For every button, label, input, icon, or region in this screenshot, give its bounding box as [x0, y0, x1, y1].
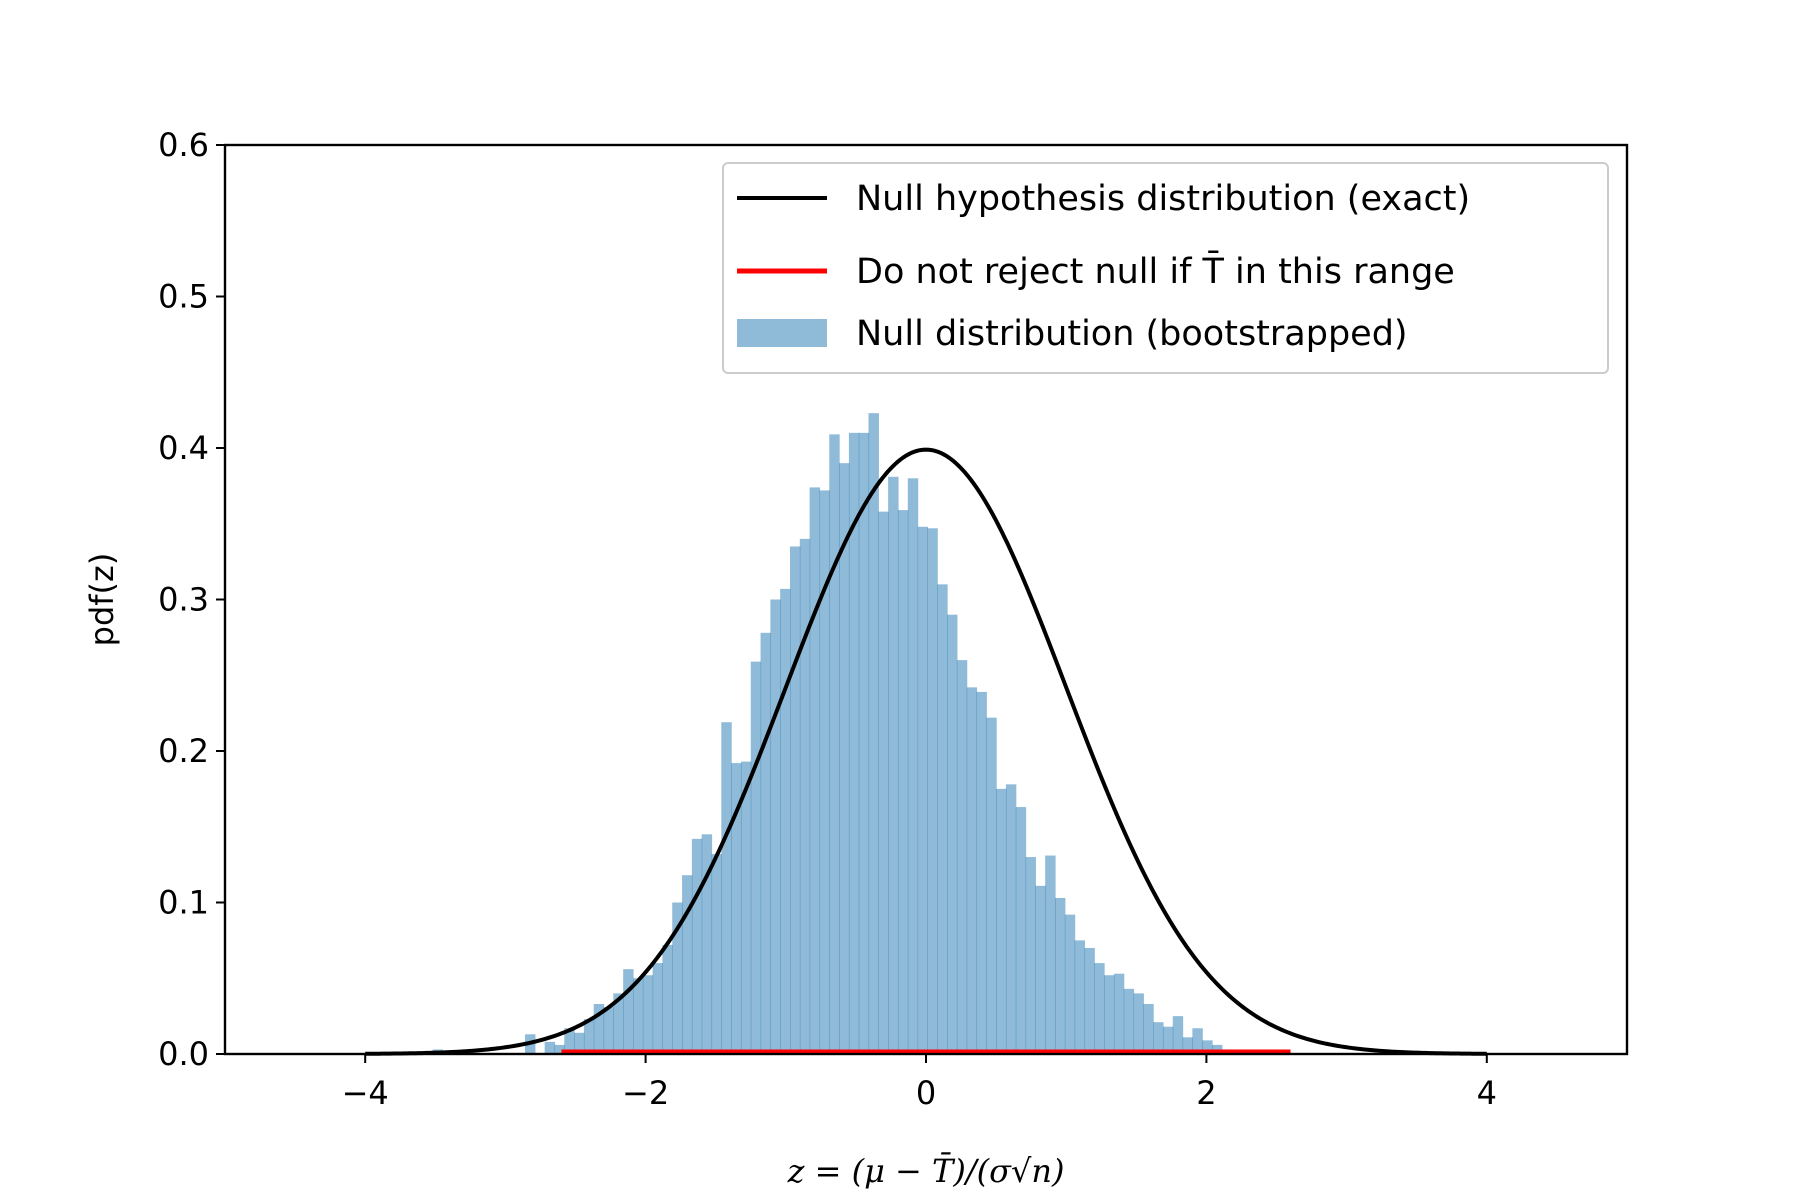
histogram-bar — [731, 763, 742, 1054]
legend-swatch-bootstrapped — [737, 319, 827, 347]
histogram-bar — [554, 1044, 565, 1054]
histogram-bar — [1172, 1016, 1184, 1054]
histogram-bar — [780, 588, 791, 1054]
histogram-bar — [603, 1007, 614, 1054]
histogram-bar — [1005, 784, 1017, 1054]
histogram-bar — [574, 1032, 585, 1054]
histogram-bar — [1133, 993, 1144, 1054]
x-tick-label: −2 — [622, 1074, 669, 1112]
histogram-bar — [858, 432, 870, 1055]
histogram-bar — [1094, 963, 1105, 1054]
histogram-bar — [1113, 973, 1125, 1054]
histogram-bar — [966, 687, 978, 1054]
histogram-bar — [652, 963, 664, 1054]
histogram-bar — [1025, 857, 1036, 1054]
histogram-bar — [907, 478, 919, 1054]
x-tick-label: 4 — [1477, 1074, 1497, 1112]
histogram-bar — [937, 584, 948, 1054]
histogram-bar — [1015, 807, 1027, 1054]
histogram-bar — [878, 511, 889, 1054]
histogram-bar — [1045, 855, 1056, 1054]
legend-label-range: Do not reject null if T̄ in this range — [856, 250, 1455, 292]
histogram-bar — [770, 599, 781, 1054]
legend-label-bootstrapped: Null distribution (bootstrapped) — [856, 314, 1408, 354]
histogram-bar — [1074, 940, 1086, 1054]
histogram-bar — [623, 969, 634, 1054]
histogram-bar — [760, 632, 771, 1054]
histogram-bar — [888, 476, 899, 1054]
histogram-bars — [432, 413, 1252, 1055]
histogram-bar — [711, 854, 722, 1054]
legend: Null hypothesis distribution (exact) Do … — [722, 162, 1609, 374]
histogram-bar — [829, 434, 840, 1054]
histogram-bar — [917, 526, 929, 1054]
histogram-bar — [1084, 947, 1095, 1054]
histogram-bar — [662, 944, 673, 1054]
legend-label-exact: Null hypothesis distribution (exact) — [856, 179, 1470, 219]
y-tick-label: 0.3 — [158, 581, 209, 619]
exact-null-pdf-curve — [365, 447, 1487, 1056]
histogram-bar — [593, 1004, 605, 1054]
histogram-bar — [632, 978, 644, 1054]
histogram-bar — [1153, 1022, 1164, 1054]
histogram-bar — [947, 614, 958, 1054]
histogram-bar — [1064, 914, 1076, 1054]
histogram-bar — [976, 691, 987, 1054]
x-tick-label: 2 — [1196, 1074, 1216, 1112]
y-tick-label: 0.0 — [158, 1035, 209, 1073]
histogram-bar — [956, 660, 968, 1054]
histogram-bar — [1182, 1037, 1193, 1054]
histogram-bar — [691, 838, 703, 1054]
histogram-bar — [1143, 1004, 1154, 1054]
y-tick-label: 0.4 — [158, 429, 209, 467]
y-tick-label: 0.2 — [158, 732, 209, 770]
histogram-bar — [544, 1041, 556, 1054]
histogram-bar — [701, 834, 713, 1054]
y-axis-label: pdf(z) — [83, 553, 121, 647]
histogram-bar — [790, 546, 801, 1054]
histogram-bar — [583, 1019, 595, 1054]
x-axis-ticks: −4 −2 0 2 4 — [342, 1054, 1497, 1112]
legend-box — [722, 162, 1609, 374]
histogram-bar — [809, 487, 821, 1054]
histogram-bar — [799, 538, 811, 1054]
x-tick-label: 0 — [916, 1074, 936, 1112]
histogram-bar — [642, 975, 654, 1054]
histogram-bar — [1054, 897, 1066, 1054]
y-tick-label: 0.1 — [158, 884, 209, 922]
histogram-bar — [848, 432, 860, 1055]
histogram-bar — [1212, 1044, 1223, 1054]
histogram-bar — [613, 993, 624, 1054]
x-axis-label: z = (μ − T̄)/(σ√n) — [787, 1152, 1065, 1190]
x-tick-label: −4 — [342, 1074, 389, 1112]
histogram-bar — [564, 1028, 575, 1054]
histogram-bar — [721, 722, 732, 1054]
histogram-bar — [986, 717, 997, 1054]
histogram-bar — [1104, 975, 1115, 1054]
histogram-bar — [1192, 1028, 1203, 1054]
histogram-bar — [996, 788, 1007, 1054]
histogram-bar — [839, 463, 850, 1054]
histogram-bar — [1202, 1040, 1213, 1054]
histogram-bar — [1123, 988, 1135, 1054]
chart-lines — [365, 447, 1487, 1056]
histogram-bar — [868, 413, 879, 1054]
histogram-bar — [740, 761, 752, 1054]
histogram-bar — [819, 490, 830, 1054]
y-tick-label: 0.5 — [158, 278, 209, 316]
histogram-bar — [927, 528, 938, 1054]
y-tick-label: 0.6 — [158, 126, 209, 164]
histogram-bar — [682, 875, 693, 1054]
y-axis-ticks: 0.0 0.1 0.2 0.3 0.4 0.5 0.6 — [158, 126, 225, 1073]
histogram-bar — [750, 661, 762, 1054]
histogram-bar — [1035, 885, 1046, 1054]
histogram-bar — [897, 510, 909, 1054]
histogram-bar — [1162, 1026, 1174, 1054]
histogram-bar — [672, 902, 683, 1054]
